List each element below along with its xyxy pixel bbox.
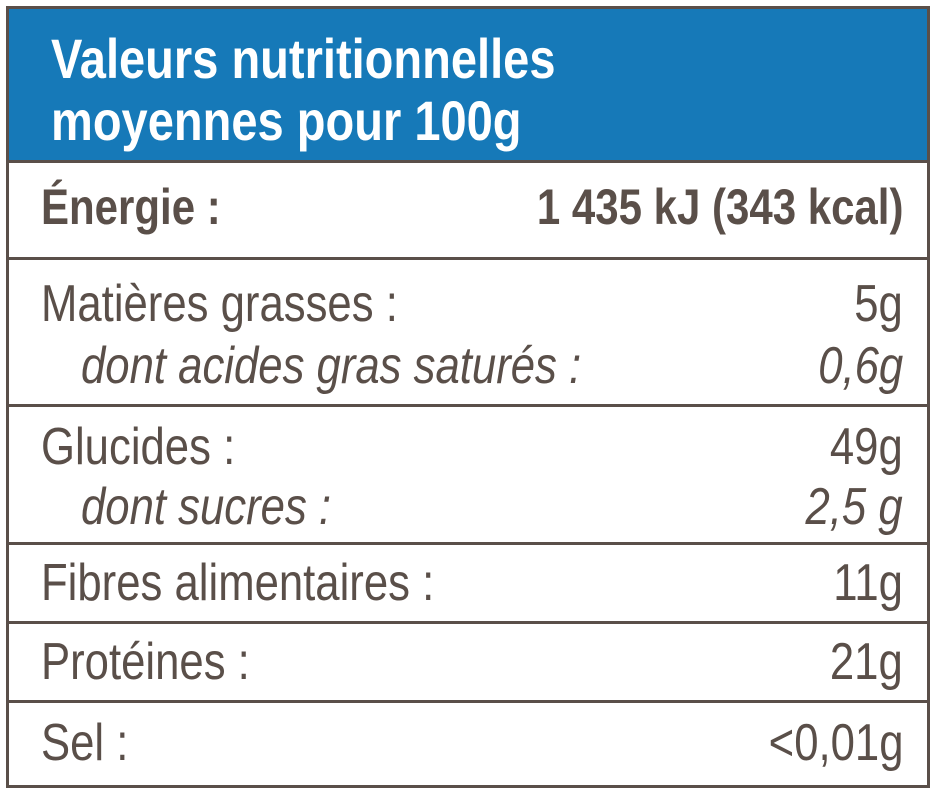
carbohydrates-value: 49g (830, 418, 903, 476)
fat-value: 5g (854, 275, 903, 333)
salt-label: Sel : (41, 714, 129, 772)
row-energy: Énergie : 1 435 kJ (343 kcal) (9, 163, 927, 260)
saturated-fat-label: dont acides gras saturés : (81, 337, 582, 395)
fat-label: Matières grasses : (41, 275, 398, 333)
row-fibre: Fibres alimentaires : 11g (9, 545, 927, 624)
energy-label: Énergie : (41, 179, 221, 235)
sugars-label: dont sucres : (81, 478, 332, 536)
carbohydrates-label: Glucides : (41, 418, 236, 476)
fibre-value: 11g (833, 554, 903, 612)
row-protein: Protéines : 21g (9, 624, 927, 703)
protein-value: 21g (830, 633, 903, 691)
sugars-value: 2,5 g (805, 478, 903, 536)
energy-value: 1 435 kJ (343 kcal) (536, 179, 903, 235)
row-carbohydrates: Glucides : 49g dont sucres : 2,5 g (9, 407, 927, 545)
table-title-line-2: moyennes pour 100g (51, 89, 522, 152)
saturated-fat-value: 0,6g (817, 337, 903, 395)
row-salt: Sel : <0,01g (9, 703, 927, 785)
salt-value: <0,01g (768, 714, 903, 772)
row-fat: Matières grasses : 5g dont acides gras s… (9, 260, 927, 407)
table-title-line-1: Valeurs nutritionnelles (51, 27, 556, 90)
protein-label: Protéines : (41, 633, 250, 691)
table-header: Valeurs nutritionnelles moyennes pour 10… (9, 9, 927, 163)
fibre-label: Fibres alimentaires : (41, 554, 435, 612)
nutrition-facts-table: Valeurs nutritionnelles moyennes pour 10… (6, 6, 930, 788)
